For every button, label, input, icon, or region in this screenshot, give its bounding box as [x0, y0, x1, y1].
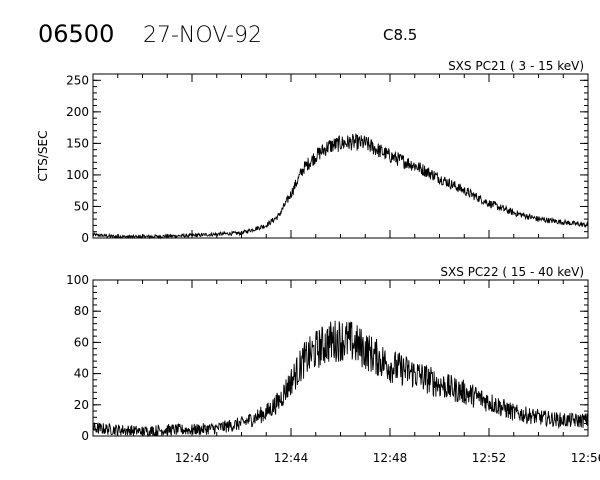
data-series-line: [92, 320, 589, 438]
data-series-line: [92, 133, 589, 240]
y-tick-label: 80: [74, 304, 89, 318]
y-tick-label: 40: [74, 367, 89, 381]
y-tick-label: 0: [81, 231, 89, 245]
y-tick-label: 60: [74, 335, 89, 349]
y-tick-label: 0: [81, 429, 89, 443]
plot-frame: [92, 73, 589, 239]
event-date: 27-NOV-92: [143, 23, 262, 48]
x-tick-label: 12:52: [472, 451, 507, 465]
x-tick-label: 12:44: [274, 451, 309, 465]
x-tick-label: 12:48: [373, 451, 408, 465]
x-tick-label: 12:56: [571, 451, 600, 465]
y-tick-label: 50: [74, 199, 89, 213]
y-tick-label: 150: [66, 136, 89, 150]
panel-title: SXS PC22 ( 15 - 40 keV): [440, 265, 584, 279]
y-tick-label: 20: [74, 398, 89, 412]
y-tick-label: 100: [66, 168, 89, 182]
panel-pc21: SXS PC21 ( 3 - 15 keV) CTS/SEC 0 50 100 150 20…: [36, 59, 589, 245]
panel-pc22: SXS PC22 ( 15 - 40 keV) 0 20 40 60 80 100 12:40…: [66, 265, 600, 465]
event-id: 06500: [38, 20, 114, 48]
y-tick-label: 100: [66, 273, 89, 287]
y-tick-label: 200: [66, 105, 89, 119]
flare-class: C8.5: [383, 26, 417, 44]
y-axis-label: CTS/SEC: [36, 131, 50, 182]
panel-title: SXS PC21 ( 3 - 15 keV): [448, 59, 584, 73]
y-tick-label: 250: [66, 73, 89, 87]
x-tick-label: 12:40: [175, 451, 210, 465]
